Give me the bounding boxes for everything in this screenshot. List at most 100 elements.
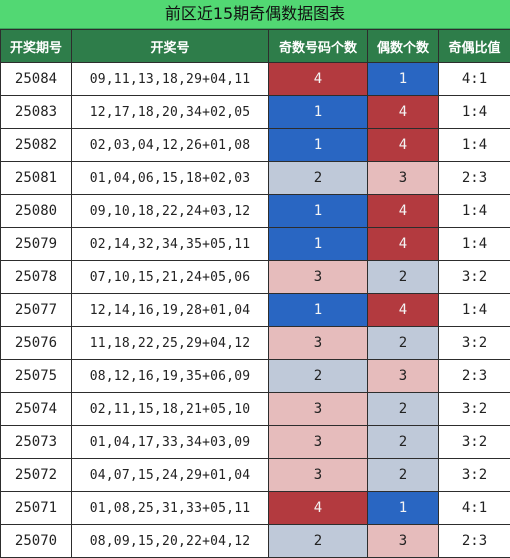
odd-count-cell: 1 xyxy=(268,194,368,228)
issue-cell: 25071 xyxy=(0,491,72,525)
header-ratio: 奇偶比值 xyxy=(438,29,510,63)
even-count-cell: 2 xyxy=(367,326,439,360)
table-body: 25084 09,11,13,18,29+04,11 4 1 4:1 25083 12,17… xyxy=(0,62,510,558)
numbers-cell: 12,17,18,20,34+02,05 xyxy=(71,95,269,129)
table-row: 25082 02,03,04,12,26+01,08 1 4 1:4 xyxy=(0,128,510,162)
header-numbers: 开奖号 xyxy=(71,29,269,63)
table-row: 25076 11,18,22,25,29+04,12 3 2 3:2 xyxy=(0,326,510,360)
issue-cell: 25079 xyxy=(0,227,72,261)
table-row: 25072 04,07,15,24,29+01,04 3 2 3:2 xyxy=(0,458,510,492)
ratio-cell: 3:2 xyxy=(438,392,510,426)
odd-count-cell: 3 xyxy=(268,425,368,459)
issue-cell: 25076 xyxy=(0,326,72,360)
ratio-cell: 2:3 xyxy=(438,359,510,393)
numbers-cell: 04,07,15,24,29+01,04 xyxy=(71,458,269,492)
issue-cell: 25084 xyxy=(0,62,72,96)
ratio-cell: 1:4 xyxy=(438,95,510,129)
ratio-cell: 3:2 xyxy=(438,260,510,294)
ratio-cell: 1:4 xyxy=(438,293,510,327)
even-count-cell: 1 xyxy=(367,62,439,96)
even-count-cell: 4 xyxy=(367,128,439,162)
table-row: 25073 01,04,17,33,34+03,09 3 2 3:2 xyxy=(0,425,510,459)
issue-cell: 25074 xyxy=(0,392,72,426)
odd-count-cell: 3 xyxy=(268,392,368,426)
issue-cell: 25073 xyxy=(0,425,72,459)
issue-cell: 25070 xyxy=(0,524,72,558)
even-count-cell: 3 xyxy=(367,359,439,393)
ratio-cell: 3:2 xyxy=(438,326,510,360)
odd-count-cell: 1 xyxy=(268,95,368,129)
chart-title: 前区近15期奇偶数据图表 xyxy=(0,0,510,29)
header-even-count: 偶数个数 xyxy=(367,29,439,63)
odd-even-table: 开奖期号 开奖号 奇数号码个数 偶数个数 奇偶比值 25084 09,11,13,… xyxy=(0,29,510,558)
odd-count-cell: 3 xyxy=(268,326,368,360)
even-count-cell: 2 xyxy=(367,425,439,459)
issue-cell: 25078 xyxy=(0,260,72,294)
ratio-cell: 1:4 xyxy=(438,227,510,261)
table-row: 25075 08,12,16,19,35+06,09 2 3 2:3 xyxy=(0,359,510,393)
numbers-cell: 02,14,32,34,35+05,11 xyxy=(71,227,269,261)
odd-count-cell: 2 xyxy=(268,524,368,558)
numbers-cell: 02,03,04,12,26+01,08 xyxy=(71,128,269,162)
odd-count-cell: 3 xyxy=(268,260,368,294)
table-row: 25081 01,04,06,15,18+02,03 2 3 2:3 xyxy=(0,161,510,195)
even-count-cell: 2 xyxy=(367,260,439,294)
even-count-cell: 4 xyxy=(367,227,439,261)
issue-cell: 25083 xyxy=(0,95,72,129)
numbers-cell: 02,11,15,18,21+05,10 xyxy=(71,392,269,426)
table-row: 25083 12,17,18,20,34+02,05 1 4 1:4 xyxy=(0,95,510,129)
even-count-cell: 4 xyxy=(367,194,439,228)
ratio-cell: 3:2 xyxy=(438,425,510,459)
odd-count-cell: 1 xyxy=(268,293,368,327)
even-count-cell: 1 xyxy=(367,491,439,525)
odd-count-cell: 4 xyxy=(268,62,368,96)
numbers-cell: 09,11,13,18,29+04,11 xyxy=(71,62,269,96)
even-count-cell: 3 xyxy=(367,161,439,195)
numbers-cell: 01,04,17,33,34+03,09 xyxy=(71,425,269,459)
ratio-cell: 2:3 xyxy=(438,161,510,195)
numbers-cell: 01,04,06,15,18+02,03 xyxy=(71,161,269,195)
table-row: 25080 09,10,18,22,24+03,12 1 4 1:4 xyxy=(0,194,510,228)
odd-count-cell: 4 xyxy=(268,491,368,525)
ratio-cell: 1:4 xyxy=(438,194,510,228)
table-row: 25079 02,14,32,34,35+05,11 1 4 1:4 xyxy=(0,227,510,261)
header-issue: 开奖期号 xyxy=(0,29,72,63)
header-row: 开奖期号 开奖号 奇数号码个数 偶数个数 奇偶比值 xyxy=(0,29,510,63)
odd-count-cell: 1 xyxy=(268,128,368,162)
table-row: 25078 07,10,15,21,24+05,06 3 2 3:2 xyxy=(0,260,510,294)
even-count-cell: 3 xyxy=(367,524,439,558)
table-row: 25074 02,11,15,18,21+05,10 3 2 3:2 xyxy=(0,392,510,426)
table-row: 25070 08,09,15,20,22+04,12 2 3 2:3 xyxy=(0,524,510,558)
ratio-cell: 3:2 xyxy=(438,458,510,492)
numbers-cell: 09,10,18,22,24+03,12 xyxy=(71,194,269,228)
odd-count-cell: 2 xyxy=(268,161,368,195)
even-count-cell: 4 xyxy=(367,293,439,327)
odd-count-cell: 2 xyxy=(268,359,368,393)
issue-cell: 25080 xyxy=(0,194,72,228)
numbers-cell: 07,10,15,21,24+05,06 xyxy=(71,260,269,294)
ratio-cell: 4:1 xyxy=(438,491,510,525)
ratio-cell: 2:3 xyxy=(438,524,510,558)
issue-cell: 25072 xyxy=(0,458,72,492)
even-count-cell: 2 xyxy=(367,458,439,492)
numbers-cell: 08,12,16,19,35+06,09 xyxy=(71,359,269,393)
even-count-cell: 4 xyxy=(367,95,439,129)
table-row: 25084 09,11,13,18,29+04,11 4 1 4:1 xyxy=(0,62,510,96)
ratio-cell: 4:1 xyxy=(438,62,510,96)
odd-count-cell: 1 xyxy=(268,227,368,261)
issue-cell: 25077 xyxy=(0,293,72,327)
odd-count-cell: 3 xyxy=(268,458,368,492)
ratio-cell: 1:4 xyxy=(438,128,510,162)
header-odd-count: 奇数号码个数 xyxy=(268,29,368,63)
issue-cell: 25082 xyxy=(0,128,72,162)
numbers-cell: 12,14,16,19,28+01,04 xyxy=(71,293,269,327)
numbers-cell: 08,09,15,20,22+04,12 xyxy=(71,524,269,558)
numbers-cell: 01,08,25,31,33+05,11 xyxy=(71,491,269,525)
numbers-cell: 11,18,22,25,29+04,12 xyxy=(71,326,269,360)
table-row: 25071 01,08,25,31,33+05,11 4 1 4:1 xyxy=(0,491,510,525)
issue-cell: 25075 xyxy=(0,359,72,393)
table-row: 25077 12,14,16,19,28+01,04 1 4 1:4 xyxy=(0,293,510,327)
issue-cell: 25081 xyxy=(0,161,72,195)
even-count-cell: 2 xyxy=(367,392,439,426)
